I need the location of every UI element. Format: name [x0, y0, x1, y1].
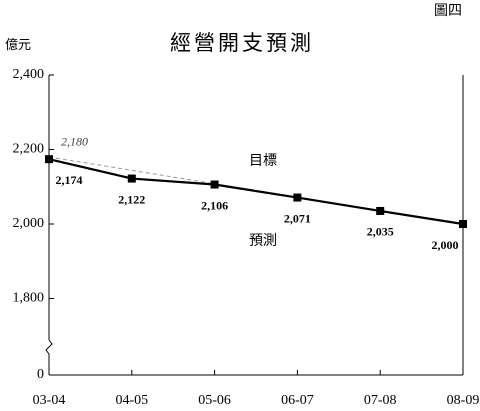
- marker: [45, 155, 53, 164]
- marker: [459, 220, 467, 228]
- value-label: 2,000: [432, 238, 459, 252]
- y-tick-label: 0: [37, 367, 44, 382]
- y-tick-label: 2,200: [13, 142, 45, 157]
- x-tick-label: 05-06: [198, 393, 231, 408]
- x-tick-label: 08-09: [447, 393, 480, 408]
- series-name: 目標: [249, 153, 277, 169]
- x-tick-label: 06-07: [281, 393, 314, 408]
- value-label: 2,106: [201, 198, 228, 212]
- value-label: 2,071: [284, 211, 311, 225]
- marker: [376, 206, 385, 215]
- y-tick-label: 2,000: [13, 216, 45, 231]
- x-tick-label: 07-08: [364, 393, 397, 408]
- x-tick-label: 04-05: [115, 393, 148, 408]
- series-line: [48, 158, 464, 226]
- y-tick-label: 1,800: [13, 291, 45, 306]
- marker: [210, 180, 219, 189]
- value-label: 2,122: [118, 192, 145, 206]
- value-label: 2,180: [61, 135, 88, 149]
- axis-break: [45, 339, 53, 375]
- chart-title: 經營開支預測: [170, 31, 314, 55]
- x-tick-label: 03-04: [33, 393, 66, 408]
- marker: [293, 193, 302, 202]
- value-label: 2,035: [367, 225, 394, 239]
- value-label: 2,174: [56, 173, 83, 187]
- y-axis-label: 億元: [5, 37, 31, 52]
- series-name: 預測: [249, 233, 277, 249]
- y-tick-label: 2,400: [13, 67, 45, 82]
- figure-label: 圖四: [434, 3, 462, 19]
- marker: [127, 174, 136, 183]
